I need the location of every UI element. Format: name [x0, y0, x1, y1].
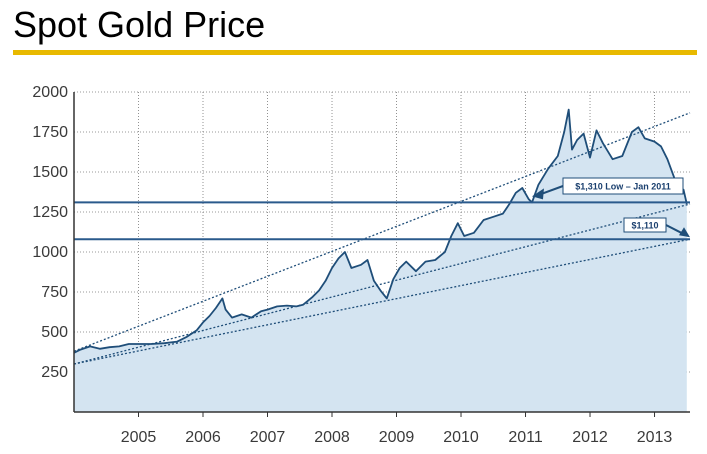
area-layer: [73, 108, 688, 412]
hline-layer: [74, 201, 690, 241]
y-tick-label-4: 1250: [32, 204, 68, 221]
y-tick-label-3: 1000: [32, 244, 68, 261]
callout-arrow-1: [665, 224, 683, 235]
x-tick-label-0: 2005: [121, 429, 157, 446]
trend-layer: [73, 112, 691, 365]
x-tick-label-4: 2009: [379, 429, 415, 446]
price-area-0: [74, 109, 687, 412]
page-title: Spot Gold Price: [13, 4, 266, 45]
callout-layer: $1,310 Low – Jan 2011 $1,110: [531, 177, 690, 238]
x-tick-label-8: 2013: [637, 429, 673, 446]
callout-label-0: $1,310 Low – Jan 2011: [575, 182, 671, 192]
y-tick-label-5: 1500: [32, 164, 68, 181]
x-tick-label-3: 2008: [314, 429, 350, 446]
x-tick-label-2: 2007: [250, 429, 286, 446]
x-tick-label-1: 2006: [185, 429, 221, 446]
title-rule: [13, 50, 697, 55]
x-tick-label-7: 2012: [572, 429, 608, 446]
price-line-0: [73, 108, 688, 354]
y-tick-label-7: 2000: [32, 84, 68, 101]
y-tick-label-1: 500: [41, 324, 68, 341]
callout-arrowhead-1: [679, 227, 690, 238]
y-tick-labels: 250 500 750 1000 1250 1500 1750 2000: [32, 84, 68, 381]
callout-arrow-0: [539, 185, 564, 196]
callout-arrowhead-0: [531, 188, 544, 200]
y-tick-label-2: 750: [41, 284, 68, 301]
y-tick-label-0: 250: [41, 364, 68, 381]
x-tick-label-6: 2011: [508, 429, 543, 446]
x-tick-labels: 2005 2006 2007 2008 2009 2010 2011 2012 2013: [121, 429, 673, 446]
x-tick-label-5: 2010: [443, 429, 479, 446]
callout-label-1: $1,110: [631, 221, 658, 231]
trend-line-2: [73, 238, 691, 365]
y-tick-label-6: 1750: [32, 124, 68, 141]
